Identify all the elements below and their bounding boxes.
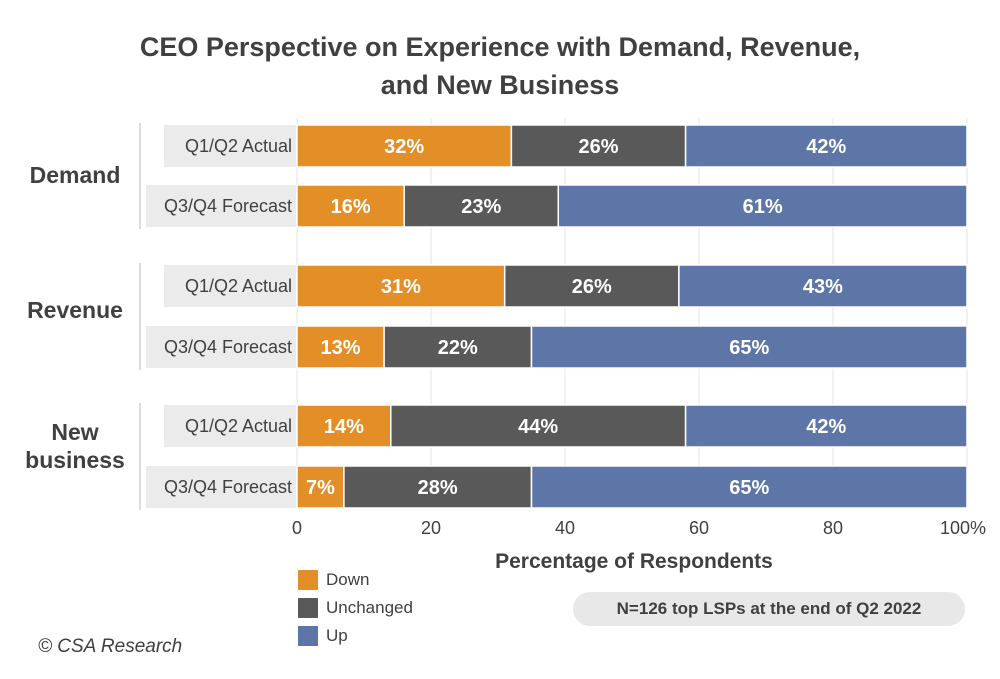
bar-0-1-up xyxy=(557,184,968,228)
data-label-2-1-1: 28% xyxy=(418,477,458,499)
bar-0-0-down xyxy=(296,124,513,168)
bar-2-0-down xyxy=(296,404,392,448)
group-label-2-line-1: business xyxy=(25,447,125,473)
data-label-1-0-0: 31% xyxy=(381,276,421,298)
data-label-0-0-0: 32% xyxy=(384,136,424,158)
legend-label-up: Up xyxy=(326,626,348,645)
row-label-bg-0-1 xyxy=(146,185,297,227)
data-label-1-1-2: 65% xyxy=(729,337,769,359)
sample-note: N=126 top LSPs at the end of Q2 2022 xyxy=(573,592,965,626)
bar-1-0-unchanged xyxy=(503,264,680,308)
data-label-1-1-1: 22% xyxy=(438,337,478,359)
chart-title-line-2: and New Business xyxy=(380,70,620,100)
chart-title-line-1: CEO Perspective on Experience with Deman… xyxy=(139,32,861,62)
data-label-2-0-2: 42% xyxy=(806,416,846,438)
data-label-1-0-1: 26% xyxy=(572,276,612,298)
data-label-0-1-0: 16% xyxy=(331,196,371,218)
data-label-2-0-1: 44% xyxy=(518,416,558,438)
bar-2-1-up xyxy=(530,465,968,509)
bar-2-0-up xyxy=(684,404,968,448)
row-label-0-0: Q1/Q2 Actual xyxy=(185,136,292,156)
group-label-2-line-0: New xyxy=(51,419,98,445)
copyright: © CSA Research xyxy=(38,636,183,657)
bar-0-0-up xyxy=(684,124,968,168)
x-tick-label-3: 60 xyxy=(689,518,709,538)
bar-2-1-down xyxy=(296,465,345,509)
data-label-0-0-2: 42% xyxy=(806,136,846,158)
bar-1-1-down xyxy=(296,325,385,369)
row-label-1-1: Q3/Q4 Forecast xyxy=(164,337,292,357)
x-tick-label-1: 20 xyxy=(421,518,441,538)
legend-item-down: Down xyxy=(298,566,413,594)
bar-1-0-up xyxy=(678,264,968,308)
row-label-bg-0-0 xyxy=(164,125,297,167)
legend-label-unchanged: Unchanged xyxy=(326,598,413,617)
bar-1-0-down xyxy=(296,264,506,308)
chart-title: CEO Perspective on Experience with Deman… xyxy=(0,28,1000,104)
legend-swatch-up xyxy=(298,626,318,646)
bar-2-0-unchanged xyxy=(390,404,687,448)
group-label-0-line-0: Demand xyxy=(30,162,121,188)
legend-swatch-down xyxy=(298,570,318,590)
row-label-0-1: Q3/Q4 Forecast xyxy=(164,196,292,216)
data-label-1-0-2: 43% xyxy=(803,276,843,298)
legend-item-up: Up xyxy=(298,622,413,650)
row-label-bg-1-0 xyxy=(164,265,297,307)
bar-0-0-unchanged xyxy=(510,124,687,168)
bar-1-1-unchanged xyxy=(383,325,533,369)
legend-item-unchanged: Unchanged xyxy=(298,594,413,622)
row-label-bg-2-1 xyxy=(146,466,297,508)
data-label-2-1-2: 65% xyxy=(729,477,769,499)
bar-0-1-down xyxy=(296,184,405,228)
row-label-bg-1-1 xyxy=(146,326,297,368)
data-label-1-1-0: 13% xyxy=(321,337,361,359)
bar-1-1-up xyxy=(530,325,968,369)
legend: Down Unchanged Up xyxy=(298,566,413,650)
row-label-1-0: Q1/Q2 Actual xyxy=(185,276,292,296)
row-label-2-0: Q1/Q2 Actual xyxy=(185,416,292,436)
x-axis-title: Percentage of Respondents xyxy=(495,550,773,573)
x-tick-label-0: 0 xyxy=(292,518,302,538)
data-label-0-1-1: 23% xyxy=(461,196,501,218)
x-tick-label-2: 40 xyxy=(555,518,575,538)
bar-0-1-unchanged xyxy=(403,184,560,228)
bar-2-1-unchanged xyxy=(343,465,533,509)
x-tick-label-4: 80 xyxy=(823,518,843,538)
data-label-0-1-2: 61% xyxy=(743,196,783,218)
x-tick-label-5: 100% xyxy=(940,518,986,538)
legend-label-down: Down xyxy=(326,570,370,589)
group-label-1-line-0: Revenue xyxy=(27,297,123,323)
row-label-bg-2-0 xyxy=(164,405,297,447)
row-label-2-1: Q3/Q4 Forecast xyxy=(164,477,292,497)
legend-swatch-unchanged xyxy=(298,598,318,618)
data-label-2-1-0: 7% xyxy=(306,477,335,499)
data-label-2-0-0: 14% xyxy=(324,416,364,438)
data-label-0-0-1: 26% xyxy=(578,136,618,158)
